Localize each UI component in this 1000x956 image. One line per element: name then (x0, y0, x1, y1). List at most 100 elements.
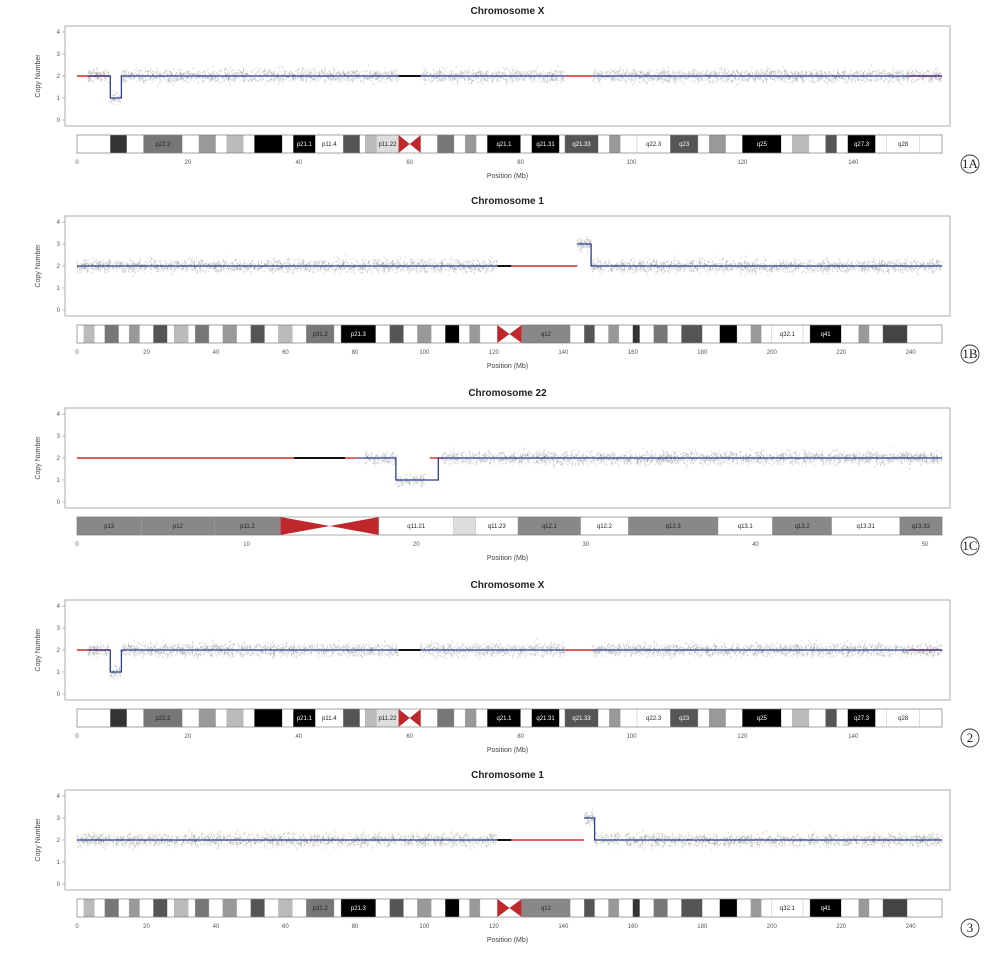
cytoband (792, 134, 810, 154)
cytoband (702, 324, 720, 344)
cytoband-label: q13.33 (912, 524, 931, 530)
ideogram-outline (76, 516, 943, 536)
y-tick-label: 0 (57, 882, 61, 888)
cytoband (875, 134, 887, 154)
copy-number-line (88, 649, 942, 673)
cn-noise-cloud (76, 807, 944, 851)
cytoband (697, 134, 710, 154)
cytoband-label: q21.1 (496, 142, 512, 148)
x-tick-label: 180 (697, 924, 708, 930)
cytoband (153, 324, 168, 344)
copy-number-line (88, 75, 942, 99)
cytoband (836, 134, 848, 154)
cytoband (420, 708, 438, 728)
y-axis-label: Copy Number (35, 436, 42, 480)
cytoband (417, 898, 432, 918)
y-axis-label: Copy Number (35, 244, 42, 288)
y-tick-label: 3 (57, 434, 61, 440)
y-tick-label: 0 (57, 500, 61, 506)
cytoband-label: p21.3 (351, 332, 367, 338)
cn-noise-points (419, 638, 566, 661)
cytoband (292, 324, 307, 344)
cytoband (236, 324, 251, 344)
cytoband-label: q13.31 (856, 524, 875, 530)
x-tick-label: 20 (413, 542, 420, 548)
y-axis-label: Copy Number (35, 628, 42, 672)
cytoband (598, 134, 610, 154)
cytoband (333, 324, 342, 344)
cytoband (94, 324, 105, 344)
x-tick-label: 0 (75, 350, 79, 356)
cytoband (437, 708, 455, 728)
cytoband (464, 134, 477, 154)
ideogram-outline (76, 324, 943, 344)
cytoband-label: p22.2 (155, 716, 171, 722)
x-tick-label: 0 (75, 924, 79, 930)
y-tick-label: 2 (57, 648, 61, 654)
y-tick-label: 4 (57, 604, 61, 610)
cytoband (608, 324, 620, 344)
cytoband (167, 324, 175, 344)
copy-number-line (77, 243, 942, 267)
chromosome-panel: Chromosome 1 0 1 2 3 4 Copy Number p31.2 p21.3 q1… (35, 196, 980, 370)
cytoband-label: q27.3 (854, 142, 870, 148)
cytoband (292, 898, 307, 918)
x-tick-label: 220 (836, 350, 847, 356)
cytoband (520, 134, 532, 154)
cytoband (907, 898, 943, 918)
cytoband (750, 898, 762, 918)
ideogram-outline (76, 134, 943, 154)
cytoband (736, 324, 752, 344)
cytoband (639, 324, 654, 344)
cytoband (153, 898, 168, 918)
cytoband (208, 898, 224, 918)
y-tick-label: 1 (57, 478, 61, 484)
cytoband (76, 898, 85, 918)
centromere-band (497, 325, 522, 343)
x-tick-label: 0 (75, 542, 79, 548)
x-tick-label: 200 (767, 350, 778, 356)
x-tick-label: 80 (352, 924, 359, 930)
cytoband (632, 324, 640, 344)
x-tick-label: 40 (295, 734, 302, 740)
cn-noise-points (87, 64, 401, 106)
x-axis-label: Position (Mb) (487, 363, 528, 370)
cytoband (781, 134, 793, 154)
y-tick-label: 3 (57, 242, 61, 248)
panel-label: 3 (967, 920, 974, 935)
cytoband-label: p12 (173, 524, 184, 530)
cytoband (76, 134, 111, 154)
cytoband (667, 898, 682, 918)
cytoband (719, 898, 738, 918)
chart-title: Chromosome 1 (471, 770, 544, 781)
cytoband (453, 134, 466, 154)
cytoband (825, 708, 837, 728)
cytoband (128, 898, 140, 918)
centromere-band (280, 517, 379, 535)
cytoband (431, 898, 446, 918)
y-tick-label: 0 (57, 118, 61, 124)
cytoband (110, 708, 128, 728)
panel-label: 2 (967, 730, 974, 745)
cytoband (802, 898, 811, 918)
cytoband-label: q12.1 (542, 524, 558, 530)
cytoband-label: q28 (898, 716, 909, 722)
cytoband (226, 134, 244, 154)
cytoband (333, 898, 342, 918)
x-tick-label: 200 (767, 924, 778, 930)
x-tick-label: 160 (628, 350, 639, 356)
x-tick-label: 60 (406, 734, 413, 740)
x-tick-label: 40 (752, 542, 759, 548)
cytoband-label: p11.22 (379, 142, 398, 148)
cytoband (609, 708, 621, 728)
cytoband (104, 898, 119, 918)
cytoband-label: q21.1 (496, 716, 512, 722)
y-axis-label: Copy Number (35, 818, 42, 862)
cn-noise-points (76, 828, 499, 851)
cytoband (431, 324, 446, 344)
x-tick-label: 140 (558, 350, 569, 356)
cytoband-label: q22.3 (646, 716, 662, 722)
cytoband (594, 898, 609, 918)
cytoband (919, 708, 943, 728)
cytoband (198, 708, 216, 728)
